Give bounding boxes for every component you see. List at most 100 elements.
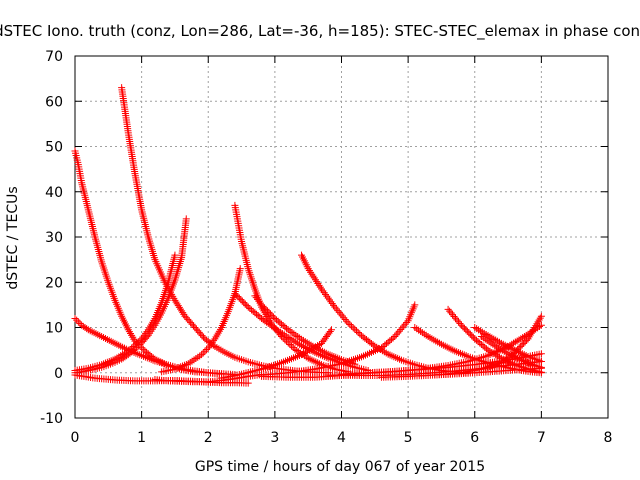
y-tick-label: 50	[45, 140, 63, 156]
data-point	[328, 326, 336, 334]
data-series	[251, 292, 359, 368]
data-point	[139, 345, 147, 353]
data-point	[206, 342, 214, 350]
data-point	[83, 325, 91, 333]
data-point	[286, 340, 294, 348]
data-point	[251, 292, 259, 300]
data-point	[511, 338, 519, 346]
data-point	[517, 335, 525, 343]
data-point	[255, 297, 263, 305]
data-point	[198, 351, 206, 359]
data-point	[518, 341, 526, 349]
data-point	[131, 341, 139, 349]
data-point	[398, 324, 406, 332]
data-series	[71, 314, 226, 378]
data-point	[346, 321, 354, 329]
data-point	[234, 293, 242, 301]
data-point	[283, 324, 291, 332]
data-point	[171, 251, 179, 259]
data-point	[460, 324, 468, 332]
data-point	[182, 215, 190, 223]
data-point	[171, 296, 179, 304]
grid-lines	[75, 56, 608, 418]
x-tick-label: 0	[71, 430, 80, 446]
data-point	[199, 333, 207, 341]
data-point	[341, 315, 349, 323]
data-point	[142, 329, 150, 337]
data-point	[187, 319, 195, 327]
data-series	[231, 201, 352, 376]
data-point	[347, 322, 355, 330]
data-point	[191, 324, 199, 331]
data-point	[389, 334, 397, 342]
data-series	[431, 364, 545, 379]
data-point	[143, 328, 151, 336]
data-series	[471, 324, 545, 365]
data-point	[324, 294, 332, 302]
data-point	[452, 314, 460, 322]
data-point	[198, 332, 206, 340]
data-point	[244, 379, 252, 387]
data-point	[268, 311, 276, 319]
data-point	[510, 339, 518, 347]
y-tick-label: 40	[45, 185, 63, 201]
data-point	[466, 330, 474, 338]
data-point	[238, 297, 246, 305]
data-point	[235, 294, 243, 302]
data-point	[232, 291, 240, 299]
data-point	[263, 307, 271, 315]
data-point	[537, 312, 545, 320]
data-point	[269, 323, 277, 331]
data-point	[411, 301, 419, 309]
y-tick-label: 70	[45, 49, 63, 65]
data-point	[349, 324, 357, 332]
data-point	[139, 333, 147, 341]
data-point	[254, 295, 262, 303]
y-tick-label: 10	[45, 321, 63, 337]
data-point	[446, 307, 454, 315]
data-point	[465, 329, 473, 337]
data-point	[391, 333, 399, 341]
data-point	[454, 318, 462, 326]
data-point	[74, 318, 82, 326]
data-point	[537, 364, 545, 372]
x-tick-label: 6	[470, 430, 479, 446]
data-point	[129, 342, 137, 350]
data-point	[352, 327, 360, 335]
data-point	[327, 298, 335, 306]
data-point	[482, 345, 490, 353]
data-point	[356, 330, 364, 338]
data-point	[134, 338, 142, 346]
y-tick-label: 30	[45, 230, 63, 246]
y-tick-label: 60	[45, 94, 63, 110]
data-point	[140, 331, 148, 339]
data-point	[392, 331, 400, 339]
data-point	[199, 349, 207, 357]
x-tick-label: 8	[604, 430, 613, 446]
data-point	[517, 342, 525, 350]
data-point	[241, 300, 249, 308]
data-point	[326, 296, 334, 304]
data-point	[344, 319, 352, 327]
data-point	[457, 321, 465, 329]
data-point	[243, 302, 251, 310]
x-tick-label: 1	[137, 430, 146, 446]
data-point	[73, 316, 81, 324]
axis-ticks: 0 1 2 3 4 5 6 7 8 -10 0 10 20 30 40 50 60 70	[40, 49, 612, 446]
data-point	[459, 323, 467, 331]
data-point	[323, 292, 331, 300]
data-point	[335, 308, 343, 316]
data-point	[354, 328, 362, 336]
y-tick-label: 0	[54, 366, 63, 382]
data-point	[537, 350, 545, 358]
data-point	[328, 300, 336, 308]
data-point	[326, 327, 334, 335]
data-series	[118, 84, 332, 377]
data-point	[210, 337, 218, 345]
data-point	[240, 299, 248, 307]
data-point	[71, 314, 79, 322]
data-point	[450, 312, 458, 320]
x-tick-label: 5	[404, 430, 413, 446]
x-tick-label: 7	[537, 430, 546, 446]
